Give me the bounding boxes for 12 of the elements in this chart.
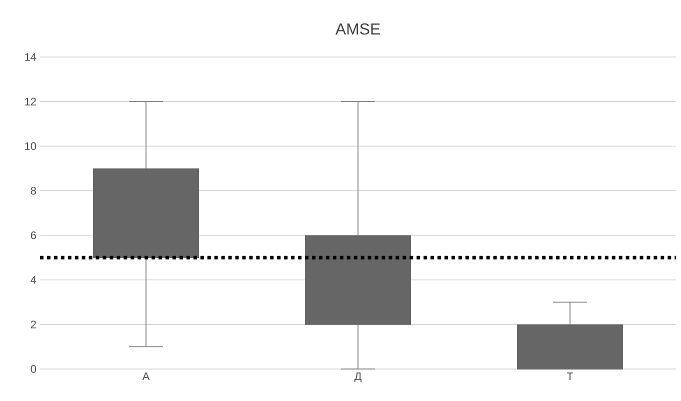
y-tick-label: 10 <box>25 142 36 150</box>
y-tick-label: 0 <box>30 365 36 373</box>
x-tick-label: Т <box>566 372 574 380</box>
y-tick-label: 8 <box>30 186 36 195</box>
chart-title: AMSE <box>335 23 380 35</box>
y-tick-label: 6 <box>30 231 36 240</box>
y-tick-label: 12 <box>25 98 36 106</box>
x-tick-label: А <box>142 372 150 380</box>
y-tick-label: 2 <box>30 320 36 328</box>
x-tick-label: Д <box>354 372 362 382</box>
y-tick-label: 4 <box>30 276 36 284</box>
y-tick-label: 14 <box>25 53 36 61</box>
